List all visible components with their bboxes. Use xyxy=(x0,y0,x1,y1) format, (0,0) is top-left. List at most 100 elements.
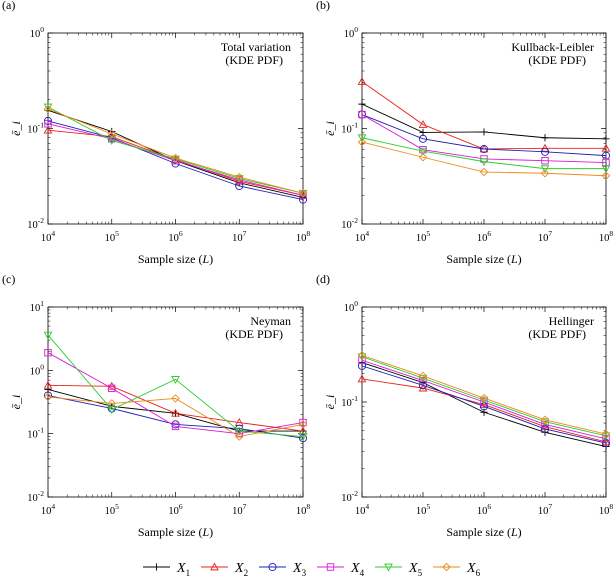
data-point xyxy=(298,189,308,198)
legend-marker xyxy=(152,563,161,571)
chart-panel: (a) 10-2 10-1 100 104 105 106 107 108 Sample size… xyxy=(2,0,310,266)
data-point xyxy=(479,167,489,177)
data-point xyxy=(171,153,180,163)
x-tick-label: 106 xyxy=(168,502,183,517)
data-point xyxy=(541,157,549,165)
data-point xyxy=(43,125,53,134)
y-tick-label: 100 xyxy=(30,25,45,40)
y-tick-label: 10-1 xyxy=(27,121,44,136)
series-line xyxy=(361,378,607,443)
legend-item: X2 xyxy=(201,561,248,578)
series-x4 xyxy=(44,348,307,438)
series-line xyxy=(361,137,606,170)
data-point xyxy=(107,404,116,413)
x-tick-label: 105 xyxy=(416,502,431,517)
data-point xyxy=(480,398,488,406)
chart-title: Total variation xyxy=(221,40,291,54)
series-x3 xyxy=(357,110,611,160)
legend-item: X3 xyxy=(259,561,307,578)
data-point xyxy=(43,104,53,114)
data-point xyxy=(43,331,53,340)
chart-panel: (c) 10-2 10-1 100 101 104 105 106 107 108 Sample s… xyxy=(2,272,310,539)
data-point xyxy=(298,434,308,443)
y-tick-label: 10-2 xyxy=(27,216,44,231)
data-point xyxy=(357,351,367,360)
x-tick-label: 108 xyxy=(599,229,614,244)
data-point xyxy=(418,383,428,392)
data-point xyxy=(235,172,244,182)
legend-item: X4 xyxy=(317,561,365,578)
series-line xyxy=(361,356,607,437)
chart-title: Kullback-Leibler xyxy=(511,40,594,54)
data-point xyxy=(357,77,367,85)
data-point xyxy=(418,371,428,381)
legend-label: X1 xyxy=(176,561,190,578)
data-point xyxy=(357,134,367,143)
data-point xyxy=(418,147,428,156)
series-x6 xyxy=(43,392,308,441)
data-point xyxy=(479,393,489,403)
data-point xyxy=(298,433,308,442)
panel-label: (d) xyxy=(316,272,330,286)
data-point xyxy=(357,137,367,147)
x-tick-label: 106 xyxy=(168,229,183,244)
data-point xyxy=(298,188,308,198)
legend-item: X5 xyxy=(375,561,423,578)
x-axis-label: Sample size (L) xyxy=(138,252,213,266)
data-point xyxy=(540,169,550,178)
data-point xyxy=(235,432,244,441)
series-x2 xyxy=(357,374,611,446)
data-point xyxy=(418,374,428,383)
panel-label: (a) xyxy=(2,0,15,12)
x-axis-label: Sample size (L) xyxy=(446,252,521,266)
data-point xyxy=(540,147,550,156)
data-point xyxy=(171,376,180,384)
data-point xyxy=(540,422,550,430)
series-line xyxy=(47,395,304,439)
series-line xyxy=(47,106,304,194)
x-tick-label: 104 xyxy=(41,229,56,244)
data-point xyxy=(171,422,180,431)
series-line xyxy=(361,354,607,435)
data-point xyxy=(540,415,550,425)
data-point xyxy=(419,376,427,385)
x-tick-label: 105 xyxy=(105,229,120,244)
series-line xyxy=(361,81,606,150)
data-point xyxy=(107,399,116,408)
chart-subtitle: (KDE PDF) xyxy=(528,53,586,67)
data-point xyxy=(298,420,308,429)
legend-marker xyxy=(442,562,451,572)
legend-label: X4 xyxy=(350,561,365,578)
legend: X1 X2 X3 X4 X5 X6 xyxy=(143,561,481,578)
chart-subtitle: (KDE PDF) xyxy=(225,53,283,67)
data-point xyxy=(358,110,366,119)
data-point xyxy=(541,134,549,142)
x-axis-label: Sample size (L) xyxy=(138,525,213,539)
y-tick-label: 10-2 xyxy=(341,216,358,231)
data-point xyxy=(480,128,488,136)
y-tick-label: 10-2 xyxy=(27,489,44,504)
series-line xyxy=(47,108,304,194)
legend-label: X6 xyxy=(466,561,481,578)
data-point xyxy=(601,429,611,439)
y-axis-label: ē_i xyxy=(323,395,337,410)
x-tick-label: 104 xyxy=(355,502,370,517)
x-tick-label: 107 xyxy=(538,502,553,517)
chart-subtitle: (KDE PDF) xyxy=(528,327,586,341)
series-x2 xyxy=(357,77,611,153)
legend-marker xyxy=(326,563,335,571)
series-x3 xyxy=(43,391,308,443)
series-x5 xyxy=(43,103,308,198)
data-point xyxy=(299,418,307,427)
x-tick-label: 104 xyxy=(41,502,56,517)
series-line xyxy=(361,141,607,177)
data-point xyxy=(601,437,611,446)
x-tick-label: 106 xyxy=(477,229,492,244)
series-x6 xyxy=(357,351,611,439)
x-tick-label: 105 xyxy=(105,502,120,517)
data-point xyxy=(43,392,53,402)
x-tick-label: 106 xyxy=(477,502,492,517)
data-point xyxy=(540,165,550,174)
legend-label: X3 xyxy=(292,561,307,578)
